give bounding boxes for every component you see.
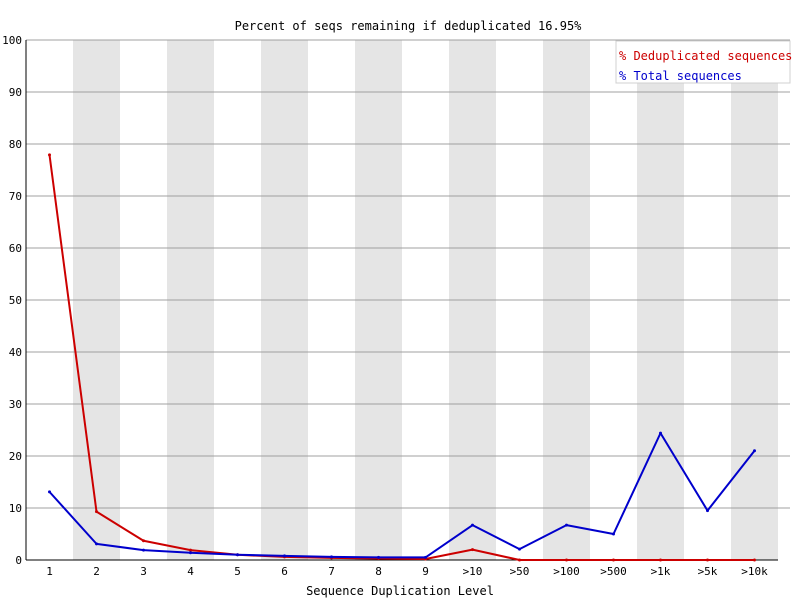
- y-tick-label: 40: [9, 346, 22, 359]
- x-axis-label: Sequence Duplication Level: [306, 584, 494, 598]
- legend-entry-total: % Total sequences: [619, 69, 742, 83]
- x-tick-label: 8: [375, 565, 382, 578]
- data-point: [471, 523, 474, 527]
- x-tick-label: >5k: [698, 565, 718, 578]
- data-point: [565, 558, 568, 562]
- y-tick-label: 100: [2, 34, 22, 47]
- x-tick-labels: 1 2 3 4 5 6 7 8 9 >10 >50 >100 >500 >1k >5k >10k: [46, 565, 768, 578]
- data-point: [753, 449, 756, 453]
- data-point: [424, 555, 427, 559]
- data-point: [95, 510, 98, 514]
- data-point: [659, 558, 662, 562]
- data-point: [377, 555, 380, 559]
- y-tick-label: 80: [9, 138, 22, 151]
- x-tick-label: >50: [510, 565, 530, 578]
- series-line-0: [48, 154, 755, 561]
- series-line-1: [48, 432, 756, 559]
- x-tick-label: 9: [422, 565, 429, 578]
- x-tick-label: 3: [140, 565, 147, 578]
- data-point: [471, 548, 474, 552]
- data-point: [706, 558, 709, 562]
- y-tick-label: 90: [9, 86, 22, 99]
- legend: % Deduplicated sequences % Total sequenc…: [615, 40, 792, 84]
- x-tick-label: >1k: [651, 565, 671, 578]
- data-point: [142, 548, 145, 552]
- series-lines: [48, 153, 756, 562]
- data-point: [706, 509, 709, 513]
- x-tick-label: 2: [93, 565, 100, 578]
- y-tick-label: 10: [9, 502, 22, 515]
- y-tick-label: 0: [15, 554, 22, 567]
- y-tick-labels: 0 10 20 30 40 50 60 70 80 90 100: [2, 34, 22, 567]
- data-point: [283, 554, 286, 558]
- x-tick-label: 7: [328, 565, 335, 578]
- data-point: [189, 551, 192, 555]
- chart-title: Percent of seqs remaining if deduplicate…: [235, 19, 583, 33]
- data-point: [330, 555, 333, 559]
- data-point: [48, 153, 51, 157]
- data-point: [95, 542, 98, 546]
- y-tick-label: 50: [9, 294, 22, 307]
- data-point: [189, 548, 192, 552]
- x-tick-label: 6: [281, 565, 288, 578]
- x-tick-label: >100: [553, 565, 580, 578]
- y-tick-label: 60: [9, 242, 22, 255]
- x-tick-label: 4: [187, 565, 194, 578]
- data-point: [142, 539, 145, 543]
- x-tick-label: >10k: [741, 565, 768, 578]
- data-point: [612, 558, 615, 562]
- legend-box: [615, 40, 791, 84]
- x-tick-label: >10: [463, 565, 483, 578]
- legend-entry-deduplicated: % Deduplicated sequences: [619, 49, 792, 63]
- y-tick-label: 30: [9, 398, 22, 411]
- data-point: [612, 532, 615, 536]
- data-point: [659, 431, 662, 435]
- data-point: [565, 523, 568, 527]
- data-point: [236, 553, 239, 557]
- data-point: [753, 558, 756, 562]
- x-tick-label: >500: [600, 565, 627, 578]
- data-point: [518, 547, 521, 551]
- gridlines: [26, 39, 790, 509]
- x-tick-label: 5: [234, 565, 241, 578]
- y-tick-label: 70: [9, 190, 22, 203]
- data-point: [48, 490, 51, 494]
- data-point: [518, 558, 521, 562]
- x-tick-label: 1: [46, 565, 53, 578]
- y-tick-label: 20: [9, 450, 22, 463]
